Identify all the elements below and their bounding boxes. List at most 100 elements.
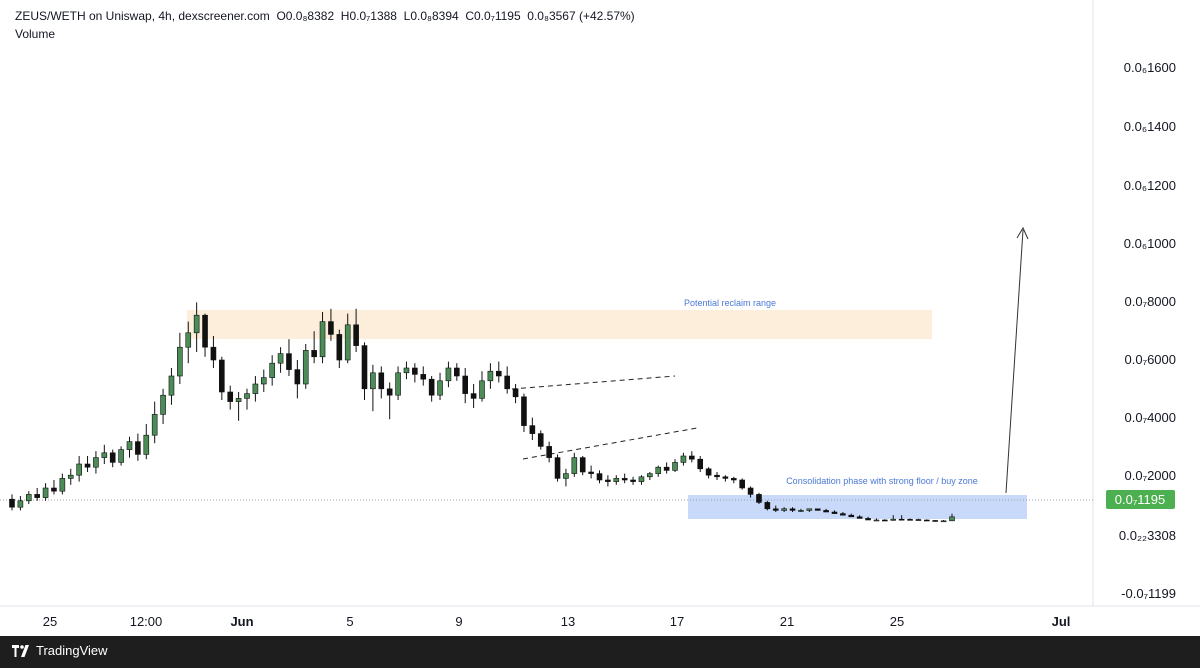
candle-body <box>747 487 754 495</box>
candle-body <box>840 513 846 516</box>
candle <box>882 519 888 522</box>
candle-body <box>84 463 91 468</box>
candle <box>437 372 443 400</box>
candle <box>873 518 880 522</box>
reclaim-range-label: Potential reclaim range <box>684 298 776 308</box>
y-tick-label: 0.0₆1000 <box>1124 236 1176 251</box>
candle <box>865 516 871 521</box>
candle-body <box>25 494 32 502</box>
candle <box>789 507 796 512</box>
candle <box>277 347 284 373</box>
candle <box>554 454 561 482</box>
channel-upper-line[interactable] <box>511 375 676 390</box>
candle-body <box>563 473 569 479</box>
candle <box>420 366 427 386</box>
candle <box>672 459 678 472</box>
candle <box>462 368 469 404</box>
candle <box>160 388 166 424</box>
candle <box>17 496 24 511</box>
candle-body <box>814 508 821 511</box>
candle <box>495 361 502 383</box>
x-tick-label: Jul <box>1052 614 1071 629</box>
x-tick-label: Jun <box>230 614 253 629</box>
brand[interactable]: TradingView <box>12 643 108 658</box>
candle <box>386 382 393 420</box>
candle-body <box>940 520 947 523</box>
candle <box>563 468 569 487</box>
candle-body <box>621 478 628 481</box>
candle <box>227 385 234 410</box>
candle <box>126 436 133 458</box>
candle-body <box>9 498 15 508</box>
candle <box>579 456 586 476</box>
y-tick-label: 0.0₂₂3308 <box>1119 528 1176 543</box>
candle <box>739 478 745 490</box>
candle <box>454 363 460 381</box>
y-tick-label: 0.0₆1600 <box>1124 60 1176 75</box>
candle-body <box>219 359 225 393</box>
candle-body <box>772 508 779 511</box>
candle <box>269 355 275 386</box>
candle <box>512 384 519 404</box>
candle-body <box>428 378 435 396</box>
candle-body <box>495 370 502 377</box>
candle <box>722 475 729 482</box>
open-value: O0.0₈8382 <box>276 9 335 23</box>
candle-body <box>193 314 200 334</box>
candles-group <box>9 302 955 523</box>
candle-body <box>462 375 469 394</box>
candle-body <box>689 455 695 460</box>
candle <box>798 508 804 512</box>
candle-body <box>412 367 418 375</box>
candle-body <box>437 380 443 396</box>
candle-body <box>370 372 376 390</box>
candle-body <box>445 367 452 382</box>
candle-body <box>781 508 787 511</box>
target-arrow-head <box>1016 226 1029 240</box>
candle-body <box>344 324 351 361</box>
candle <box>101 444 108 464</box>
candle <box>806 508 813 512</box>
candle-body <box>17 500 24 508</box>
price-chart[interactable]: Potential reclaim range Consolidation ph… <box>0 0 1200 636</box>
candle-body <box>479 380 485 399</box>
candle-body <box>227 391 234 402</box>
candle <box>260 369 267 392</box>
target-arrow-line[interactable] <box>1005 229 1024 494</box>
y-tick-label: 0.0₆1400 <box>1124 119 1176 134</box>
candle-body <box>252 383 259 394</box>
candle-body <box>588 471 594 474</box>
price-tag-label: 0.0₇1195 <box>1115 492 1166 507</box>
y-tick-label: 0.0₆1200 <box>1124 178 1176 193</box>
candle-body <box>177 346 183 377</box>
candle <box>487 363 494 389</box>
channel-lower-line[interactable] <box>522 427 698 460</box>
candle <box>915 518 922 521</box>
price-tag <box>1106 490 1175 509</box>
candle-body <box>151 414 158 436</box>
candle-body <box>160 394 166 415</box>
candle-body <box>311 350 317 358</box>
candle <box>244 388 250 410</box>
candle-body <box>67 474 74 479</box>
candle <box>840 512 846 516</box>
candle <box>747 486 754 498</box>
candle <box>529 417 536 440</box>
candle-body <box>420 374 427 380</box>
candle-body <box>529 425 536 434</box>
candle <box>638 475 645 485</box>
candle-body <box>168 375 175 396</box>
candle <box>856 515 863 519</box>
x-tick-label: 25 <box>890 614 904 629</box>
candle <box>42 483 49 501</box>
candle <box>907 518 913 521</box>
candle-body <box>764 502 771 510</box>
reclaim-range-zone[interactable] <box>187 310 932 339</box>
volume-label: Volume <box>15 27 56 41</box>
candle-body <box>512 388 519 398</box>
candle <box>521 393 527 432</box>
candle-body <box>202 314 208 348</box>
buy-zone[interactable] <box>688 495 1027 519</box>
candle-body <box>126 441 133 450</box>
